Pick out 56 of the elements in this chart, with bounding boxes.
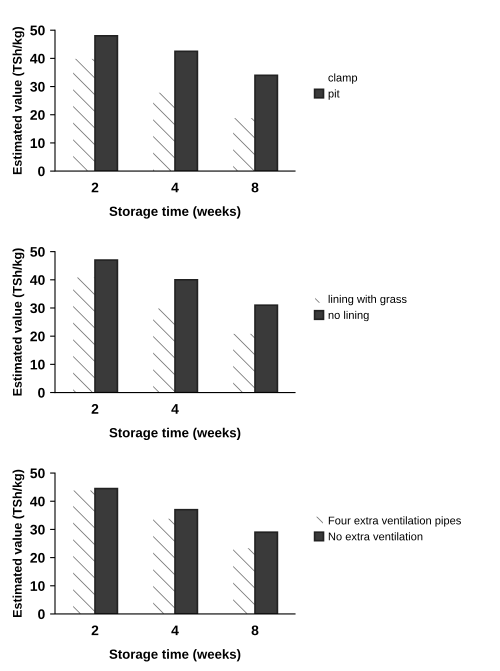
bar <box>72 489 96 614</box>
y-tick-label: 40 <box>30 275 45 285</box>
y-axis-title: Estimated value (TSh/kg) <box>12 470 24 617</box>
y-tick-label: 30 <box>30 303 45 314</box>
bar <box>232 547 256 614</box>
x-axis-title: Storage time (weeks) <box>109 428 240 440</box>
bar <box>152 92 176 172</box>
bar <box>94 34 118 172</box>
y-tick-label: 50 <box>30 26 45 36</box>
x-tick-label: 4 <box>171 626 179 636</box>
x-axis-title: Storage time (weeks) <box>109 206 240 219</box>
y-tick-label: 50 <box>30 468 45 478</box>
bar <box>94 259 118 393</box>
bar <box>94 488 118 614</box>
x-tick-label: 4 <box>171 404 179 414</box>
bar <box>174 50 198 172</box>
y-tick-label: 30 <box>30 82 45 92</box>
y-tick-label: 10 <box>30 581 45 591</box>
bar <box>152 518 176 614</box>
y-tick-label: 10 <box>30 138 45 148</box>
y-axis-title: Estimated value (TSh/kg) <box>12 248 24 396</box>
y-tick-label: 40 <box>30 54 45 64</box>
bar <box>254 531 278 614</box>
bar <box>72 58 96 172</box>
legend-label: Four extra ventilation pipes <box>328 516 461 527</box>
x-tick-label: 2 <box>92 182 98 192</box>
x-tick-label: 8 <box>252 182 258 192</box>
y-tick-label: 0 <box>38 388 45 398</box>
y-tick-label: 0 <box>38 166 45 176</box>
bar <box>254 304 278 393</box>
bar <box>152 307 176 393</box>
legend-label: No extra ventilation <box>328 532 422 540</box>
y-tick-label: 10 <box>30 360 45 370</box>
y-tick-label: 20 <box>30 110 45 120</box>
y-axis-title: Estimated value (TSh/kg) <box>12 26 24 174</box>
x-tick-label: 8 <box>252 625 258 636</box>
y-tick-label: 30 <box>30 524 45 535</box>
bar <box>174 278 198 393</box>
legend-label: no lining <box>328 310 369 322</box>
y-tick-label: 20 <box>30 552 45 563</box>
y-tick-label: 50 <box>30 246 45 257</box>
x-tick-label: 4 <box>171 182 179 192</box>
y-tick-label: 0 <box>38 609 45 620</box>
bar <box>232 117 256 172</box>
y-tick-label: 40 <box>30 496 45 506</box>
bar <box>232 332 256 393</box>
x-tick-label: 2 <box>92 625 98 636</box>
x-axis-title: Storage time (weeks) <box>109 649 240 662</box>
x-tick-label: 2 <box>92 404 98 414</box>
y-tick-label: 20 <box>30 332 45 342</box>
bar <box>174 508 198 614</box>
legend-label: pit <box>328 89 340 100</box>
bar <box>254 74 278 172</box>
legend-label: clamp <box>328 73 358 84</box>
legend-label: lining with grass <box>328 294 407 306</box>
bar <box>72 276 96 393</box>
